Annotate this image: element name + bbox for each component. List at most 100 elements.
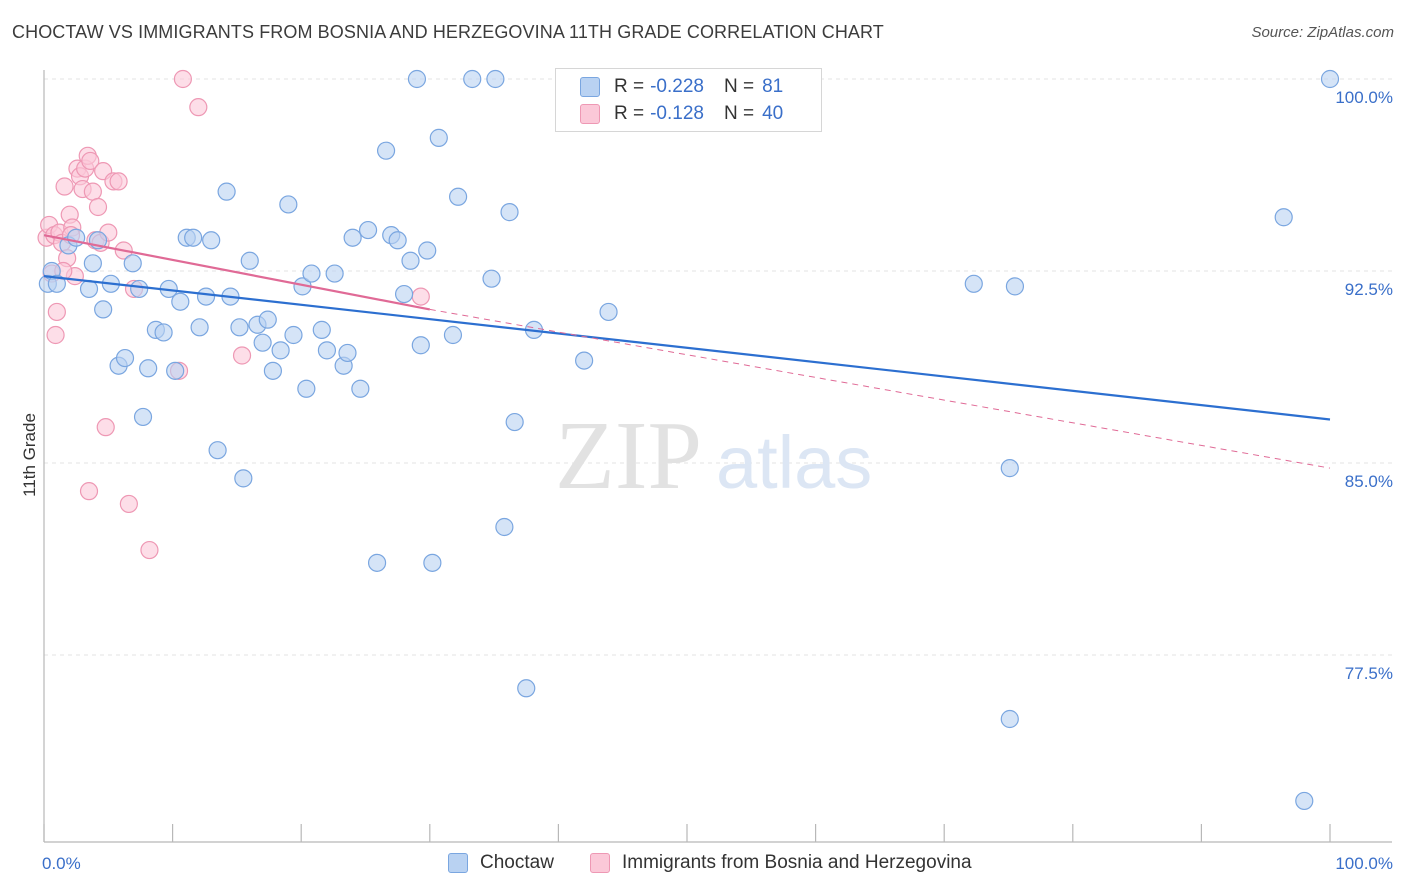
choctaw-point [154,323,173,342]
choctaw-point [230,318,249,337]
trend-line-bosnia [43,234,431,311]
choctaw-point [263,361,283,380]
axes [43,70,1392,843]
bosnia-point [140,540,159,560]
choctaw-point [302,264,321,283]
legend-row-choctaw: R = -0.228 N = 81 [580,75,783,99]
watermark-zip: ZIP [555,402,702,510]
choctaw-point [115,348,135,368]
choctaw-point [1005,277,1025,296]
choctaw-point [1320,69,1340,89]
choctaw-point [297,379,316,398]
choctaw-point [351,379,370,398]
choctaw-point [240,251,259,270]
choctaw-point [495,517,514,537]
choctaw-point [575,351,594,370]
choctaw-point [394,284,414,304]
choctaw-point [317,341,337,360]
choctaw-point [486,69,505,89]
choctaw-point [171,292,190,311]
choctaw-point [139,359,158,378]
bosnia-point [173,69,192,89]
choctaw-point [279,195,298,214]
choctaw-point [94,300,113,319]
bosnia-point [47,302,66,322]
choctaw-point [376,141,396,160]
choctaw-point [443,325,463,345]
bosnia-point [79,482,99,501]
tick-labels: 100.0% 92.5% 85.0% 77.5% 0.0% 100.0% [42,88,1393,873]
watermark-atlas: atlas [716,421,872,504]
bosnia-point [46,325,65,345]
choctaw-point [338,343,357,363]
bottom-legend: Choctaw Immigrants from Bosnia and Herze… [0,852,1406,878]
choctaw-point [448,187,468,206]
legend: R = -0.228 N = 81 R = -0.128 N = 40 [555,68,822,132]
choctaw-point [463,69,482,89]
choctaw-point [517,679,536,698]
choctaw-point [423,553,442,572]
choctaw-point [196,287,216,306]
choctaw-point [599,302,618,322]
choctaw-point [47,274,66,293]
legend-row-bosnia: R = -0.128 N = 40 [580,102,783,126]
trend-line-bosnia-extension [429,308,1331,469]
choctaw-point [130,279,149,299]
bosnia-point [96,418,115,437]
legend-r-label: R = [614,103,645,124]
trend-line-choctaw [43,275,1331,421]
legend-r-value-bosnia: -0.128 [650,103,704,124]
source-label: Source: ZipAtlas.com [1251,24,1394,41]
choctaw-point [79,279,99,299]
bosnia-point [83,182,102,201]
choctaw-point [401,251,420,270]
bosnia-point [232,346,252,365]
legend-n-value-choctaw: 81 [762,76,784,97]
bottom-legend-label-bosnia: Immigrants from Bosnia and Herzegovina [622,852,972,873]
choctaw-point [312,320,331,339]
bottom-legend-swatch-choctaw [448,853,468,873]
bosnia-point [119,494,138,514]
legend-swatch-choctaw [580,77,600,97]
choctaw-point [482,269,501,288]
choctaw-point [505,412,524,432]
choctaw-point [234,469,253,488]
choctaw-point [133,407,153,427]
y-tick-label: 92.5% [1345,280,1393,299]
choctaw-point [418,241,437,260]
choctaw-point [1295,791,1314,811]
bottom-legend-swatch-bosnia [590,853,610,873]
choctaw-point [325,264,344,283]
choctaw-point [190,318,209,337]
choctaw-point [429,128,448,147]
legend-r-value-choctaw: -0.228 [650,76,704,97]
chart-title: CHOCTAW VS IMMIGRANTS FROM BOSNIA AND HE… [12,22,884,42]
choctaw-point [1000,459,1019,478]
x-tick-label-max: 100.0% [1335,854,1393,873]
bottom-legend-label-choctaw: Choctaw [480,852,554,873]
legend-swatch-bosnia [580,104,600,124]
choctaw-point [202,231,221,250]
choctaw-point [271,341,290,360]
y-tick-label: 100.0% [1335,88,1393,107]
bosnia-point [189,98,208,117]
bottom-legend-choctaw: Choctaw [448,852,554,874]
legend-r-label: R = [614,76,645,97]
legend-n-label: N = [723,76,755,97]
bottom-legend-bosnia: Immigrants from Bosnia and Herzegovina [590,852,972,874]
choctaw-point [407,69,427,89]
gridlines [44,78,1392,656]
choctaw-point [1000,709,1019,729]
legend-n-label: N = [723,103,755,124]
choctaw-point [358,220,378,240]
choctaw-point [258,310,277,329]
choctaw-point [367,553,387,572]
choctaw-point [964,274,983,293]
choctaw-point [67,228,86,247]
choctaw-point [1274,208,1293,227]
choctaw-point [217,182,236,201]
bosnia-point [55,177,74,196]
choctaw-point [166,361,185,380]
choctaw-point [500,203,519,222]
